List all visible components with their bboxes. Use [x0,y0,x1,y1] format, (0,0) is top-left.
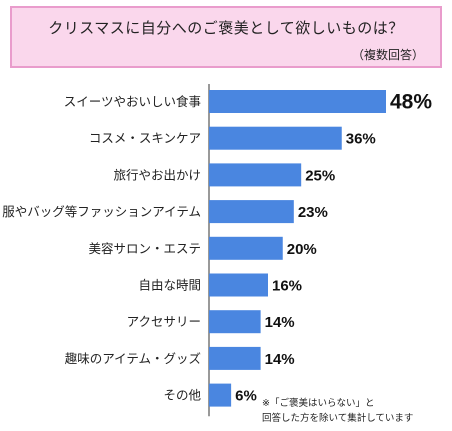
bar [209,236,283,260]
chart-title: クリスマスに自分へのご褒美として欲しいものは？ [48,19,404,37]
chart-title-box: クリスマスに自分へのご褒美として欲しいものは？ （複数回答） [10,6,442,68]
data-label: 48% [390,91,432,114]
category-label: 美容サロン・エステ [88,241,201,256]
category-label: 趣味のアイテム・グッズ [65,351,201,366]
data-label: 14% [265,351,295,368]
data-label: 6% [235,388,257,405]
footnote-line-1: ※「ご褒美はいらない」と [262,398,375,409]
bar [209,200,294,224]
chart-subtitle: （複数回答） [351,48,424,62]
footnote-line-2: 回答した方を除いて集計しています [262,413,414,424]
data-label: 36% [346,131,376,148]
category-label: 旅行やお出かけ [113,167,201,182]
data-label: 16% [272,278,302,295]
category-label: 自由な時間 [138,278,201,293]
category-label: スイーツやおいしい食事 [64,94,201,109]
bar [209,346,261,370]
bar [209,383,232,407]
bar [209,310,261,334]
bar [209,163,302,187]
data-label: 23% [298,204,328,221]
bar [209,273,268,297]
bar [209,90,386,113]
category-label: その他 [163,388,201,403]
data-label: 20% [287,241,317,258]
category-label: コスメ・スキンケア [89,131,201,146]
footnote: ※「ご褒美はいらない」と 回答した方を除いて集計しています [262,396,413,426]
category-label: アクセサリー [127,314,201,329]
category-label: 服やバッグ等ファッションアイテム [2,204,201,219]
data-label: 14% [265,314,295,331]
data-label: 25% [305,167,335,184]
bar [209,126,342,150]
